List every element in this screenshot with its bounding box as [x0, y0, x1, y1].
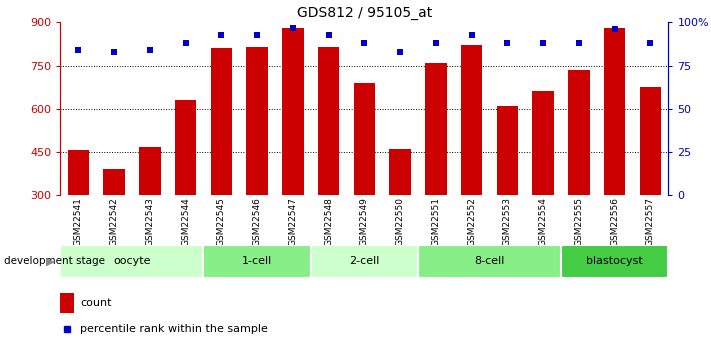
Text: GSM22549: GSM22549: [360, 197, 369, 246]
Bar: [425, 63, 447, 195]
Text: GSM22552: GSM22552: [467, 197, 476, 246]
Text: GSM22541: GSM22541: [74, 197, 82, 246]
Bar: [568, 70, 589, 195]
Bar: [103, 169, 125, 195]
Text: GSM22547: GSM22547: [289, 197, 297, 246]
Bar: [497, 106, 518, 195]
Bar: [561, 245, 668, 278]
Text: GSM22544: GSM22544: [181, 197, 190, 246]
Text: oocyte: oocyte: [113, 256, 151, 266]
Bar: [353, 83, 375, 195]
Text: development stage: development stage: [4, 256, 105, 266]
Bar: [203, 245, 311, 278]
Bar: [311, 245, 418, 278]
Bar: [60, 293, 74, 313]
Text: GSM22555: GSM22555: [574, 197, 584, 246]
Bar: [418, 245, 561, 278]
Bar: [139, 148, 161, 195]
Bar: [210, 48, 232, 195]
Text: GSM22548: GSM22548: [324, 197, 333, 246]
Bar: [282, 28, 304, 195]
Bar: [60, 245, 203, 278]
Text: GSM22553: GSM22553: [503, 197, 512, 246]
Text: 8-cell: 8-cell: [474, 256, 505, 266]
Bar: [533, 91, 554, 195]
Text: 1-cell: 1-cell: [242, 256, 272, 266]
Text: ▶: ▶: [46, 256, 55, 266]
Text: GSM22551: GSM22551: [432, 197, 440, 246]
Bar: [640, 87, 661, 195]
Bar: [318, 47, 339, 195]
Text: percentile rank within the sample: percentile rank within the sample: [80, 325, 268, 334]
Bar: [247, 47, 268, 195]
Text: GSM22550: GSM22550: [395, 197, 405, 246]
Bar: [390, 149, 411, 195]
Bar: [68, 150, 89, 195]
Text: GSM22545: GSM22545: [217, 197, 226, 246]
Bar: [461, 46, 482, 195]
Text: blastocyst: blastocyst: [587, 256, 643, 266]
Bar: [604, 28, 626, 195]
Text: GSM22556: GSM22556: [610, 197, 619, 246]
Text: GSM22542: GSM22542: [109, 197, 119, 246]
Text: count: count: [80, 298, 112, 308]
Text: GSM22557: GSM22557: [646, 197, 655, 246]
Title: GDS812 / 95105_at: GDS812 / 95105_at: [296, 6, 432, 20]
Text: GSM22543: GSM22543: [145, 197, 154, 246]
Text: 2-cell: 2-cell: [349, 256, 380, 266]
Text: GSM22546: GSM22546: [252, 197, 262, 246]
Text: GSM22554: GSM22554: [539, 197, 547, 246]
Bar: [175, 100, 196, 195]
